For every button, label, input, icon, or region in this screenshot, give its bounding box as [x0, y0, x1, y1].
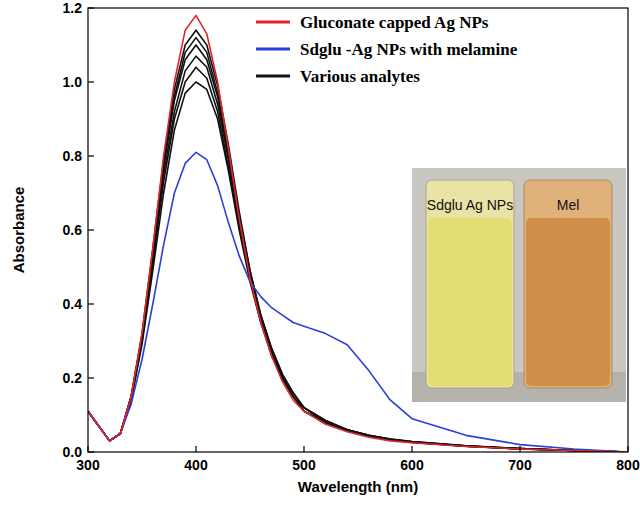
spectrum-line	[88, 152, 628, 452]
plot-frame	[88, 8, 628, 452]
inset-label: Mel	[557, 197, 580, 213]
x-tick	[303, 446, 304, 452]
y-tick-label: 0.4	[63, 296, 83, 312]
y-tick-label: 0.2	[63, 370, 83, 386]
y-tick-label: 0.6	[63, 222, 83, 238]
x-tick	[195, 446, 196, 452]
y-tick	[88, 229, 94, 230]
y-tick-label: 0.0	[63, 444, 83, 460]
y-tick	[88, 7, 94, 8]
y-tick	[88, 377, 94, 378]
y-axis-title: Absorbance	[10, 187, 27, 274]
spectrum-line	[88, 30, 628, 452]
legend: Gluconate capped Ag NPs Sdglu -Ag NPs wit…	[256, 13, 518, 86]
y-tick-label: 0.8	[63, 148, 83, 164]
vial-liquid	[428, 218, 512, 386]
vial	[426, 180, 514, 388]
y-tick	[88, 303, 94, 304]
legend-swatch	[256, 21, 290, 24]
x-tick	[411, 446, 412, 452]
spectrum-line	[88, 38, 628, 452]
x-tick-label: 800	[616, 457, 640, 473]
y-tick-label: 1.0	[63, 74, 83, 90]
legend-swatch	[256, 48, 290, 51]
x-tick	[87, 446, 88, 452]
legend-label: Sdglu -Ag NPs with melamine	[300, 40, 518, 59]
spectrum-line	[88, 15, 628, 452]
inset-label: Sdglu Ag NPs	[427, 197, 513, 213]
x-tick	[627, 446, 628, 452]
x-tick-label: 600	[400, 457, 424, 473]
spectrum-line	[88, 45, 628, 452]
legend-label: Various analytes	[300, 67, 420, 86]
x-axis-title: Wavelength (nm)	[298, 478, 418, 495]
y-tick-label: 1.2	[63, 0, 83, 16]
inset-background	[412, 168, 626, 402]
y-tick	[88, 81, 94, 82]
legend-label: Gluconate capped Ag NPs	[300, 13, 489, 32]
vial	[524, 180, 612, 388]
curves	[88, 15, 628, 452]
inset-photo: Sdglu Ag NPs Mel	[412, 168, 626, 402]
x-tick-label: 700	[508, 457, 532, 473]
y-tick	[88, 451, 94, 452]
legend-swatch	[256, 75, 290, 78]
x-tick-label: 500	[292, 457, 316, 473]
y-tick	[88, 155, 94, 156]
chart: 3004005006007008000.00.20.40.60.81.01.2W…	[0, 0, 640, 506]
x-tick	[519, 446, 520, 452]
x-tick-label: 400	[184, 457, 208, 473]
vial-liquid	[526, 218, 610, 386]
